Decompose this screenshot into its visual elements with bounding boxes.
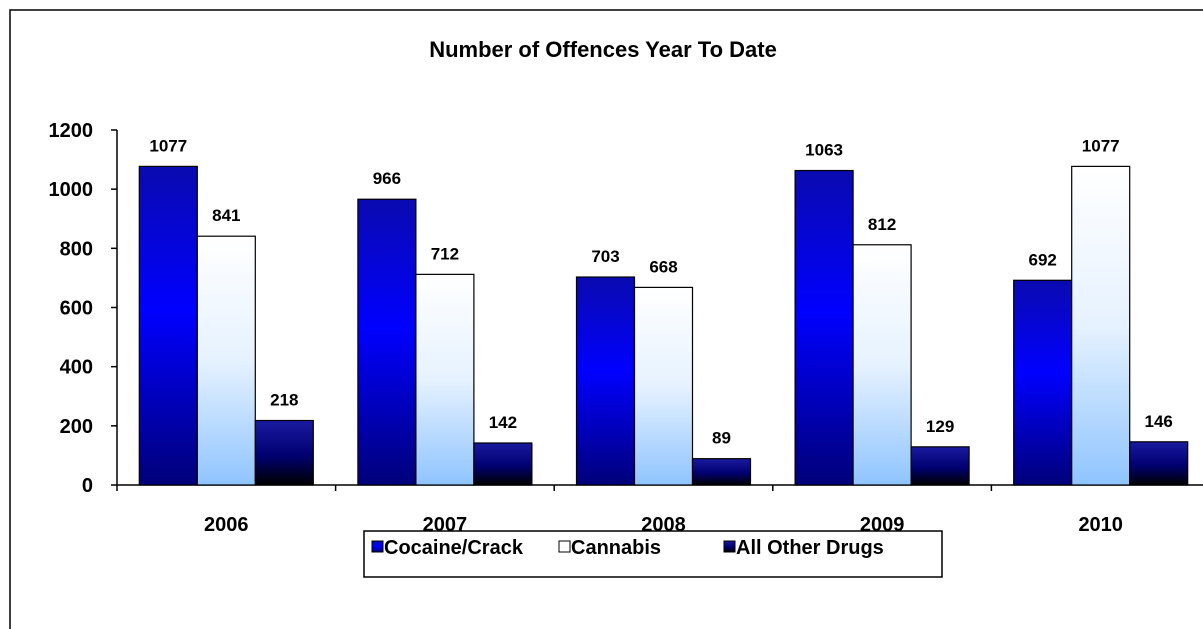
bars <box>138 165 1189 486</box>
chart-title: Number of Offences Year To Date <box>429 37 777 62</box>
data-label-cannabis-2009: 812 <box>868 215 896 234</box>
data-label-cocaine-crack-2007: 966 <box>373 169 401 188</box>
data-label-all-other-drugs-2008: 89 <box>712 429 731 448</box>
data-label-cannabis-2008: 668 <box>649 257 677 276</box>
data-label-all-other-drugs-2010: 146 <box>1145 412 1173 431</box>
bar-cocaine-crack-2007 <box>357 198 417 486</box>
legend: Cocaine/Crack Cannabis All Other Drugs <box>363 530 943 578</box>
bar-all-other-drugs-2007 <box>473 442 533 486</box>
y-tick-label: 400 <box>60 357 93 379</box>
bar-cocaine-crack-2006 <box>138 165 198 486</box>
y-tick-label: 600 <box>60 298 93 320</box>
legend-label-all-other-drugs: All Other Drugs <box>736 537 884 559</box>
data-label-cocaine-crack-2009: 1063 <box>805 141 843 160</box>
data-label-cannabis-2006: 841 <box>212 206 240 225</box>
legend-box <box>363 530 943 578</box>
bar-all-other-drugs-2008 <box>691 458 752 486</box>
legend-label-cannabis: Cannabis <box>571 537 661 559</box>
data-label-cocaine-crack-2006: 1077 <box>149 136 187 155</box>
bar-cannabis-2006 <box>196 235 256 486</box>
data-label-all-other-drugs-2009: 129 <box>926 417 954 436</box>
y-tick-label: 1200 <box>49 120 94 142</box>
legend-label-cocaine-crack: Cocaine/Crack <box>384 537 524 559</box>
data-label-cannabis-2007: 712 <box>431 244 459 263</box>
y-tick-label: 0 <box>82 475 93 497</box>
bar-cannabis-2007 <box>415 273 475 486</box>
bar-cocaine-crack-2008 <box>575 276 636 486</box>
bar-all-other-drugs-2006 <box>254 419 314 486</box>
y-tick-label: 1000 <box>49 179 94 201</box>
bar-cocaine-crack-2010 <box>1013 279 1073 486</box>
legend-swatch-cocaine-crack <box>371 540 384 553</box>
y-tick-label: 200 <box>60 416 93 438</box>
y-tick-label: 800 <box>60 238 93 260</box>
bar-all-other-drugs-2009 <box>910 446 970 486</box>
legend-swatch-cannabis <box>558 540 571 553</box>
data-label-all-other-drugs-2007: 142 <box>489 413 517 432</box>
legend-swatch-all-other-drugs <box>723 540 736 553</box>
data-label-cocaine-crack-2010: 692 <box>1029 250 1057 269</box>
bar-all-other-drugs-2010 <box>1129 441 1189 486</box>
bar-cocaine-crack-2009 <box>794 169 854 486</box>
y-axis: 0 200 400 600 800 1000 1200 <box>49 120 118 497</box>
bar-cannabis-2009 <box>852 244 912 486</box>
bar-cannabis-2008 <box>633 286 694 486</box>
data-labels: 1077 841 218 966 712 142 703 668 89 1063 812 129 692… <box>149 136 1173 447</box>
data-label-all-other-drugs-2006: 218 <box>270 391 298 410</box>
data-label-cocaine-crack-2008: 703 <box>591 247 619 266</box>
x-tick-label-2010: 2010 <box>1078 514 1123 536</box>
x-tick-label-2006: 2006 <box>204 514 249 536</box>
data-label-cannabis-2010: 1077 <box>1082 136 1120 155</box>
bar-cannabis-2010 <box>1071 165 1131 486</box>
